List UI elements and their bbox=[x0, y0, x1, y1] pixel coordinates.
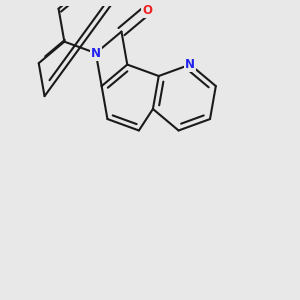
Text: N: N bbox=[185, 58, 195, 71]
Text: O: O bbox=[142, 4, 152, 16]
Text: N: N bbox=[91, 46, 101, 60]
